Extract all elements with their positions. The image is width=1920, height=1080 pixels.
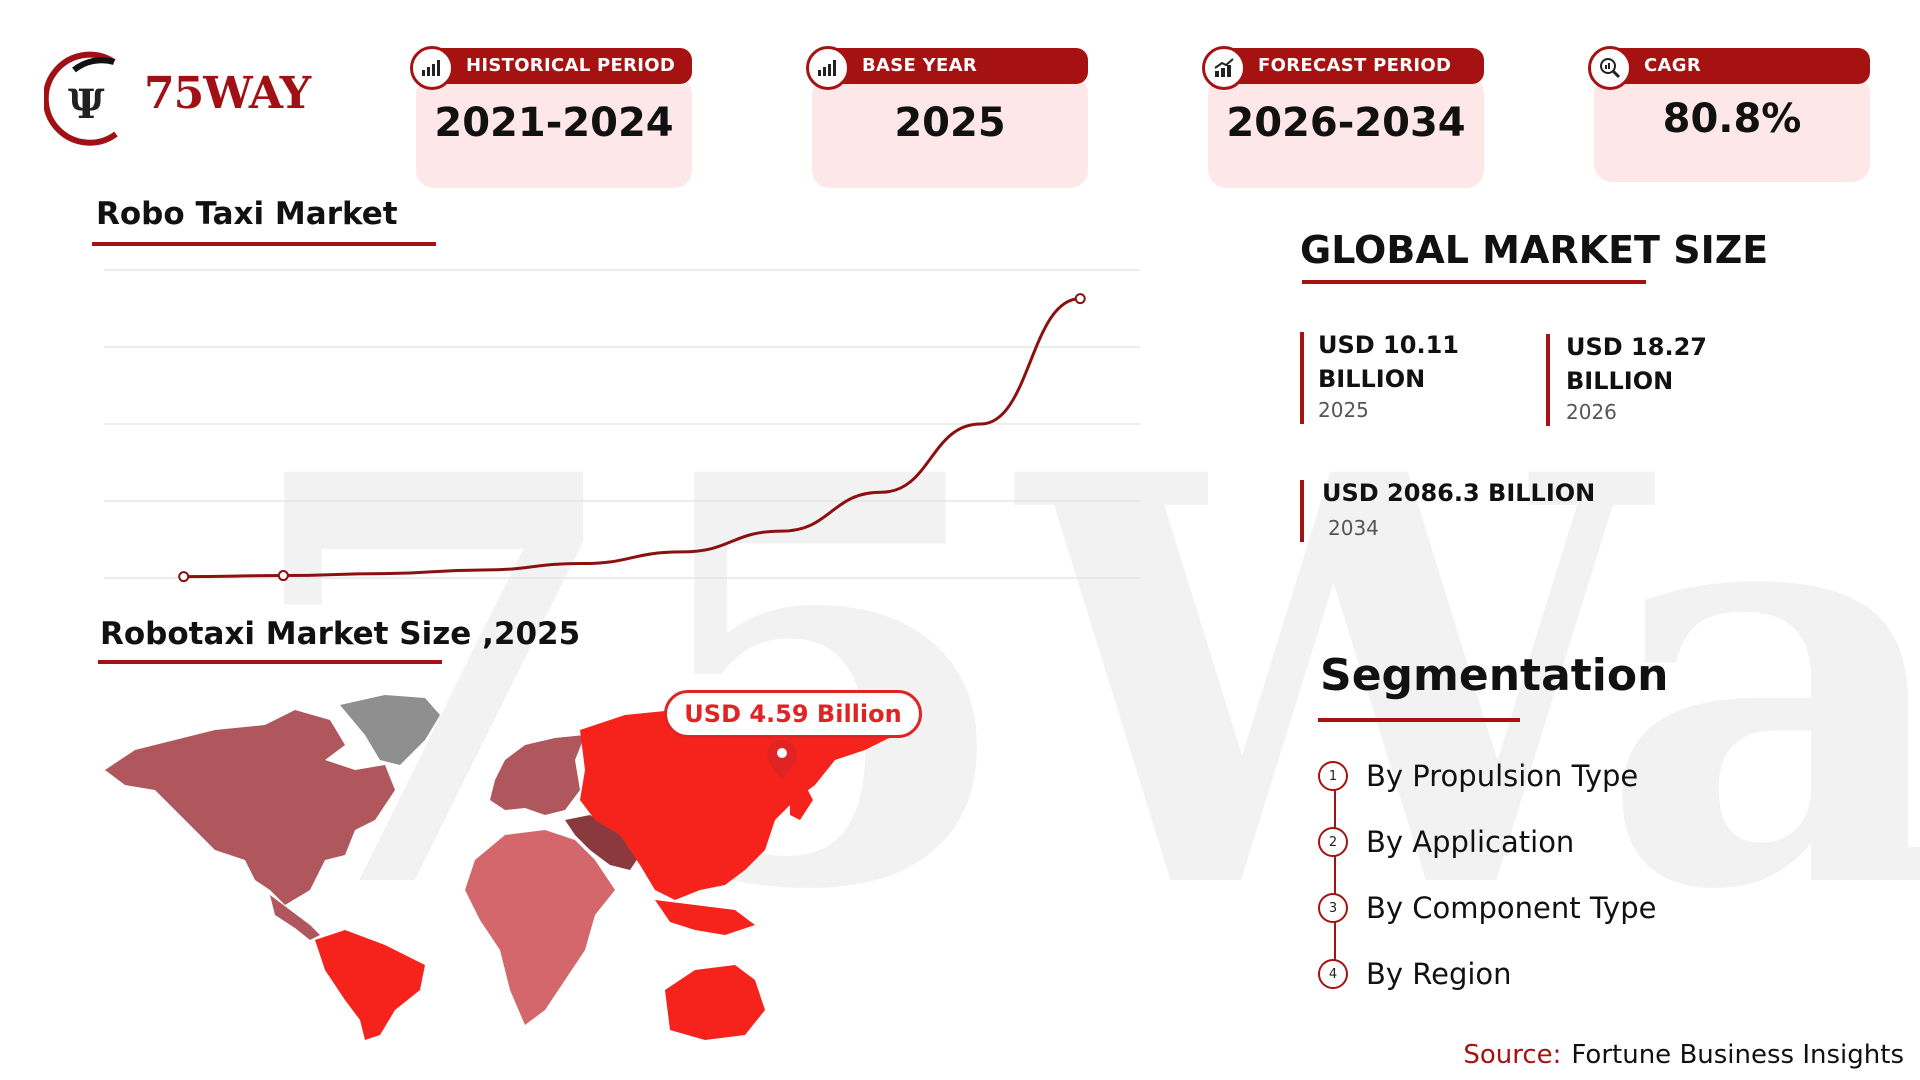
region-value-callout: USD 4.59 Billion	[664, 690, 922, 738]
card-body	[812, 76, 1088, 188]
market-size-bar	[1300, 332, 1304, 424]
segmentation-label: By Region	[1366, 957, 1512, 991]
card-body	[1594, 76, 1870, 182]
segmentation-underline	[1318, 718, 1520, 722]
greenland-region	[340, 695, 440, 765]
map-title-underline	[98, 660, 442, 664]
north-america-region	[105, 710, 395, 905]
segmentation-number: 4	[1318, 959, 1348, 989]
south-america-region	[315, 930, 425, 1040]
market-size-value: USD 10.11	[1318, 331, 1459, 359]
stat-card-cagr: CAGR 80.8%	[1588, 46, 1870, 188]
segmentation-label: By Component Type	[1366, 891, 1657, 925]
card-label: HISTORICAL PERIOD	[428, 48, 692, 84]
asia-region	[580, 700, 895, 900]
market-size-year: 2034	[1328, 516, 1379, 540]
segmentation-label: By Propulsion Type	[1366, 759, 1639, 793]
europe-region	[490, 735, 585, 815]
segmentation-item: 1 By Propulsion Type	[1318, 756, 1638, 796]
stat-card-historical: HISTORICAL PERIOD 2021-2024	[410, 46, 692, 188]
chart-point-2034	[1074, 293, 1086, 305]
market-size-bar	[1300, 480, 1304, 542]
logo-emblem-icon: Ψ	[42, 51, 118, 146]
card-body	[416, 76, 692, 188]
segmentation-title: Segmentation	[1320, 650, 1669, 701]
stat-card-forecast: FORECAST PERIOD 2026-2034	[1202, 46, 1484, 188]
southeast-asia-region	[655, 900, 755, 935]
market-size-value: USD 2086.3 BILLION	[1322, 479, 1596, 507]
magnifier-chart-icon	[1588, 46, 1632, 90]
stat-card-base-year: BASE YEAR 2025	[806, 46, 1088, 188]
bar-chart-icon	[410, 46, 454, 90]
market-size-year: 2025	[1318, 398, 1369, 422]
chart-title: Robo Taxi Market	[96, 196, 398, 232]
card-value: 2025	[894, 100, 1006, 146]
market-size-year: 2026	[1566, 400, 1617, 424]
segmentation-label: By Application	[1366, 825, 1575, 859]
logo-text: 75WAY	[144, 68, 311, 119]
segmentation-number: 2	[1318, 827, 1348, 857]
market-size-2034: USD 2086.3 BILLION 2034	[1322, 476, 1595, 540]
market-size-bar	[1546, 334, 1550, 426]
svg-text:Ψ: Ψ	[68, 81, 105, 128]
card-label: FORECAST PERIOD	[1220, 48, 1484, 84]
chart-title-underline	[92, 242, 436, 246]
middle-east-region	[565, 815, 640, 870]
segmentation-number: 1	[1318, 761, 1348, 791]
africa-region	[465, 830, 615, 1025]
segmentation-number: 3	[1318, 893, 1348, 923]
chart-point-2026	[277, 570, 289, 582]
segmentation-connector	[1334, 784, 1336, 984]
central-america-region	[270, 895, 320, 940]
market-size-value: USD 18.27	[1566, 333, 1707, 361]
source-label: Source:	[1463, 1040, 1562, 1070]
map-title: Robotaxi Market Size ,2025	[100, 616, 581, 652]
segmentation-item: 2 By Application	[1318, 822, 1574, 862]
market-size-2026: USD 18.27 BILLION 2026	[1566, 330, 1707, 424]
japan-region	[790, 785, 813, 820]
market-size-unit: BILLION	[1318, 365, 1426, 393]
card-body	[1208, 76, 1484, 188]
bar-chart-icon	[806, 46, 850, 90]
growth-chart-icon	[1202, 46, 1246, 90]
robo-taxi-line-chart	[104, 269, 1140, 583]
chart-point-2025	[178, 571, 190, 583]
card-label: BASE YEAR	[824, 48, 1088, 84]
source-note: Source: Fortune Business Insights	[1463, 1040, 1904, 1070]
chart-series-line	[183, 297, 1081, 579]
logo: Ψ 75WAY	[42, 48, 311, 148]
map-pin-icon	[767, 740, 797, 780]
segmentation-item: 4 By Region	[1318, 954, 1512, 994]
card-value: 2021-2024	[434, 100, 674, 146]
market-size-unit: BILLION	[1566, 367, 1674, 395]
market-size-2025: USD 10.11 BILLION 2025	[1318, 328, 1459, 422]
source-value: Fortune Business Insights	[1571, 1040, 1904, 1070]
australia-region	[665, 965, 765, 1040]
card-value: 80.8%	[1662, 96, 1802, 142]
world-map	[105, 695, 895, 1040]
global-market-underline	[1302, 280, 1646, 284]
global-market-title: GLOBAL MARKET SIZE	[1300, 228, 1769, 272]
card-value: 2026-2034	[1226, 100, 1466, 146]
segmentation-item: 3 By Component Type	[1318, 888, 1656, 928]
card-label: CAGR	[1606, 48, 1870, 84]
